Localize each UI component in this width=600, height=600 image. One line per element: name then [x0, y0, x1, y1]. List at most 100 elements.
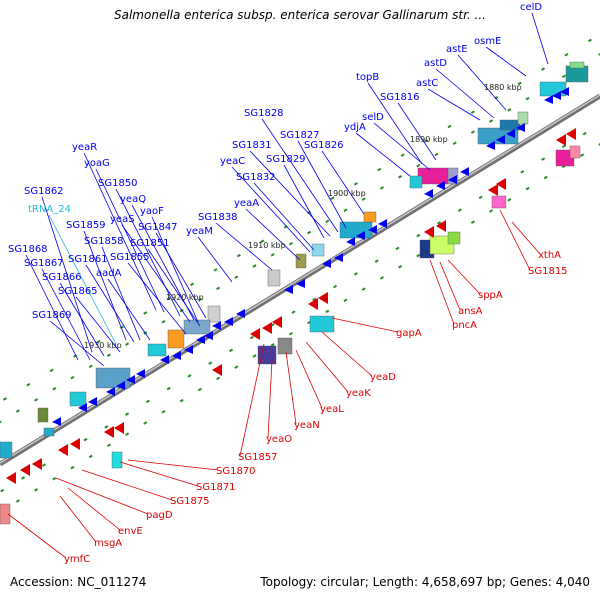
gene-arrow-top — [506, 129, 515, 138]
tick-mark — [598, 53, 600, 56]
leader-line-top — [397, 102, 437, 161]
gene-box-top — [69, 391, 87, 407]
label-leader-lines — [7, 12, 549, 559]
gene-arrow-top — [224, 317, 233, 326]
gene-label-top: ydjA — [344, 122, 366, 133]
gene-arrow-top — [448, 175, 457, 184]
gene-label-top: aadA — [96, 268, 122, 279]
kbp-scale-labels: 1880 kbp 1890 kbp 1900 kbp 1910 kbp 1920 kbp… — [84, 83, 522, 350]
tick-mark — [52, 476, 57, 481]
leader-line-top — [41, 268, 91, 361]
gene-arrow-top — [212, 321, 221, 330]
tick-mark — [208, 361, 213, 365]
leader-line-top — [457, 54, 507, 111]
leader-line-top — [253, 182, 315, 251]
tick-mark — [145, 399, 150, 404]
tick-mark — [15, 499, 20, 503]
gene-label-bottom: gapA — [396, 328, 422, 339]
tick-mark — [325, 309, 330, 314]
tick-mark — [216, 286, 221, 291]
tick-mark — [125, 412, 130, 416]
gene-label-bottom: SG1870 — [216, 466, 256, 477]
leader-line-bottom — [67, 487, 121, 531]
leader-line-top — [121, 224, 191, 323]
gene-label-top: astC — [416, 78, 438, 89]
leader-line-top — [83, 230, 127, 341]
gene-label-top: SG1855 — [110, 252, 150, 263]
tick-mark — [166, 296, 171, 301]
gene-arrow-bottom — [6, 472, 16, 484]
tick-mark — [598, 143, 600, 146]
tick-mark — [582, 131, 587, 136]
gene-arrow-top — [346, 237, 355, 246]
gene-label-top: SG1869 — [32, 310, 72, 321]
kbp-label: 1880 kbp — [484, 83, 522, 92]
accession-label: Accession: NC_011274 — [10, 575, 147, 589]
gene-label-top: yoaG — [84, 158, 110, 169]
tick-mark — [288, 241, 293, 246]
gene-arrow-top — [52, 417, 61, 426]
gene-arrow-bottom — [272, 316, 282, 328]
tick-mark — [213, 268, 218, 272]
leader-line-top — [283, 164, 325, 239]
gene-label-bottom: SG1875 — [170, 496, 210, 507]
gene-label-bottom: yeaN — [294, 420, 320, 431]
tick-mark — [517, 81, 522, 86]
gene-label-bottom: yeaK — [346, 388, 371, 399]
leader-line-top — [321, 150, 365, 215]
gene-arrow-bottom — [20, 464, 30, 476]
leader-line-bottom — [267, 359, 273, 439]
tick-mark — [125, 342, 130, 346]
gene-box-bottom — [447, 231, 461, 245]
tick-mark — [541, 67, 546, 71]
leader-line-top — [101, 246, 141, 341]
gene-arrow-top — [496, 135, 505, 144]
gene-box-top — [311, 243, 325, 257]
gene-label-top: SG1859 — [66, 220, 106, 231]
tick-mark — [270, 343, 275, 347]
tick-mark — [49, 368, 54, 373]
gene-label-top: SG1867 — [24, 258, 64, 269]
gene-box-top — [207, 305, 221, 323]
tick-mark — [470, 110, 475, 114]
leader-line-top — [297, 140, 347, 229]
leader-line-top — [107, 278, 151, 341]
leader-line-bottom — [499, 209, 531, 271]
leader-line-top — [115, 188, 181, 317]
tick-mark — [197, 387, 202, 392]
gene-arrow-top — [516, 123, 525, 132]
tick-mark — [34, 398, 39, 402]
leader-line-top — [249, 150, 331, 237]
tick-mark — [161, 410, 166, 414]
leader-line-top — [151, 216, 199, 323]
gene-label-top: SG1827 — [280, 130, 320, 141]
tick-mark — [353, 182, 358, 186]
gene-label-top: SG1816 — [380, 92, 420, 103]
gene-label-top: SG1858 — [84, 236, 124, 247]
tick-mark — [587, 38, 592, 43]
tick-mark — [119, 325, 124, 330]
leader-line-top — [48, 214, 117, 345]
tick-mark — [291, 310, 296, 314]
gene-box-top — [569, 61, 585, 69]
gene-box-top — [417, 167, 449, 185]
tick-mark — [489, 209, 494, 213]
tick-mark — [252, 264, 257, 268]
gene-arrow-top — [172, 351, 181, 360]
leader-line-top — [531, 12, 549, 65]
gene-label-top: SG1862 — [24, 186, 64, 197]
gene-label-top: yeaA — [234, 198, 259, 209]
tick-mark — [580, 153, 585, 157]
leader-line-top — [231, 166, 311, 253]
tick-mark — [260, 239, 265, 243]
gene-box-bottom — [0, 503, 11, 525]
tick-mark — [330, 196, 335, 200]
gene-box-top — [539, 81, 567, 97]
leader-line-bottom — [119, 461, 199, 487]
tick-mark — [470, 220, 475, 224]
gene-label-top: SG1865 — [58, 286, 98, 297]
tick-mark — [88, 454, 93, 459]
gene-box-top — [409, 175, 423, 189]
gene-arrow-top — [486, 141, 495, 150]
genome-stats-label: Topology: circular; Length: 4,658,697 bp… — [260, 575, 590, 589]
